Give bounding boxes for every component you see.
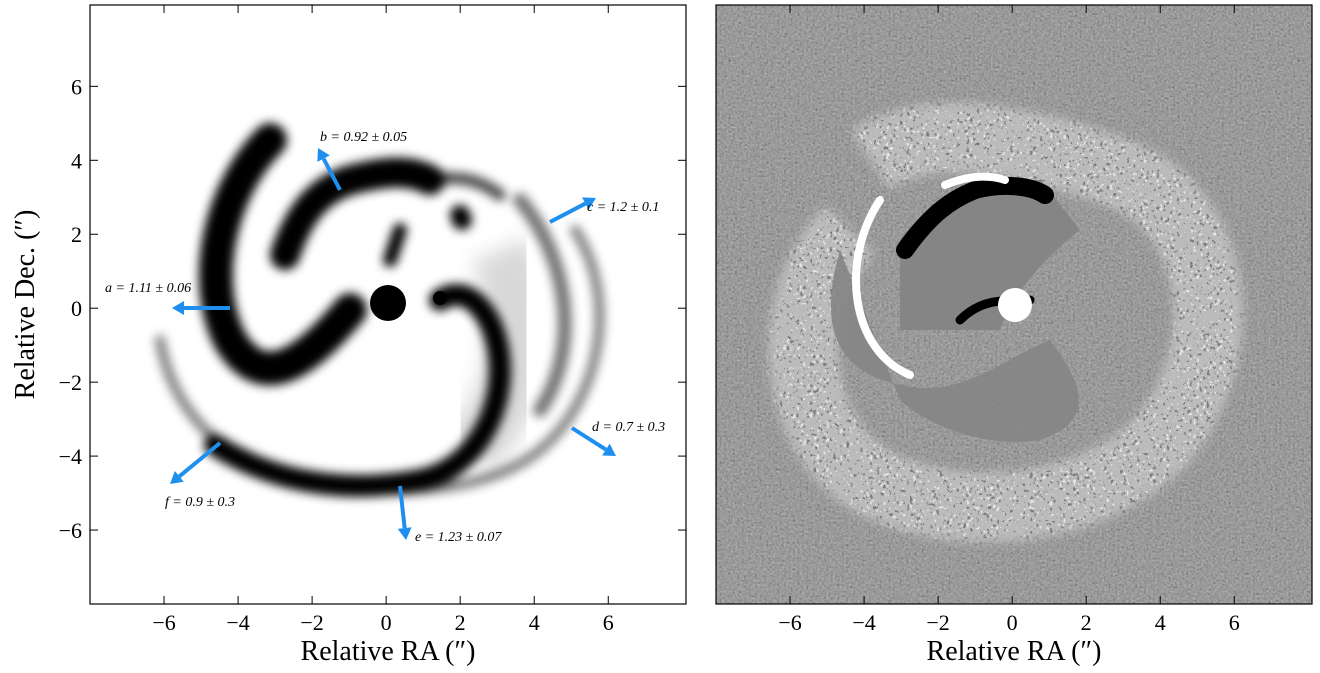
arrow-head xyxy=(170,470,184,484)
y-tick-label: 0 xyxy=(71,296,82,321)
x-tick-label: 2 xyxy=(1081,610,1092,635)
x-tick-label: 4 xyxy=(529,610,540,635)
y-tick-label: −6 xyxy=(59,518,82,543)
x-tick-label: −2 xyxy=(300,610,323,635)
disk-image-left xyxy=(90,5,686,604)
x-tick-label: −4 xyxy=(226,610,249,635)
x-tick-label: −6 xyxy=(152,610,175,635)
x-tick-label: −6 xyxy=(778,610,801,635)
y-tick-label: −2 xyxy=(59,370,82,395)
axes: −6 −4 −2 0 2 4 6 −6 −4 −2 0 2 4 6 Relative RA (″) Relat… xyxy=(10,4,1313,667)
annotation: e = 1.23 ± 0.07 xyxy=(415,530,502,545)
y-axis-label: Relative Dec. (″) xyxy=(10,210,41,400)
arrow-head xyxy=(602,443,616,456)
x-tick-label: 4 xyxy=(1155,610,1166,635)
annotation: a = 1.11 ± 0.06 xyxy=(105,281,191,296)
plot-frame xyxy=(715,4,1313,605)
y-tick-label: 2 xyxy=(71,222,82,247)
residual-image-right xyxy=(716,5,1312,604)
x-tick-label: 0 xyxy=(381,610,392,635)
x-tick-label: 2 xyxy=(455,610,466,635)
x-tick-label: −4 xyxy=(852,610,875,635)
arrow-head xyxy=(582,197,596,210)
arrow-head xyxy=(317,148,330,162)
x-tick-label: −2 xyxy=(926,610,949,635)
arrow-head xyxy=(172,301,184,315)
x-tick-label: 6 xyxy=(1229,610,1240,635)
annotation: c = 1.2 ± 0.1 xyxy=(587,200,659,215)
annotation: f = 0.9 ± 0.3 xyxy=(165,495,235,510)
arrow-shaft xyxy=(178,441,222,478)
arrow-shaft xyxy=(398,485,407,529)
arrow-shaft xyxy=(570,426,607,452)
y-tick-label: −4 xyxy=(59,444,82,469)
arrow-shaft xyxy=(549,201,587,224)
annotation: b = 0.92 ± 0.05 xyxy=(320,130,407,145)
annotation: d = 0.7 ± 0.3 xyxy=(592,420,665,435)
plot-frame xyxy=(89,4,687,605)
x-axis-label: Relative RA (″) xyxy=(927,636,1102,667)
y-tick-label: 6 xyxy=(71,74,82,99)
x-axis-label: Relative RA (″) xyxy=(301,636,476,667)
x-tick-label: 6 xyxy=(603,610,614,635)
x-tick-label: 0 xyxy=(1007,610,1018,635)
arrow-shaft xyxy=(321,157,342,191)
arrow-head xyxy=(397,527,412,540)
y-tick-label: 4 xyxy=(71,148,82,173)
